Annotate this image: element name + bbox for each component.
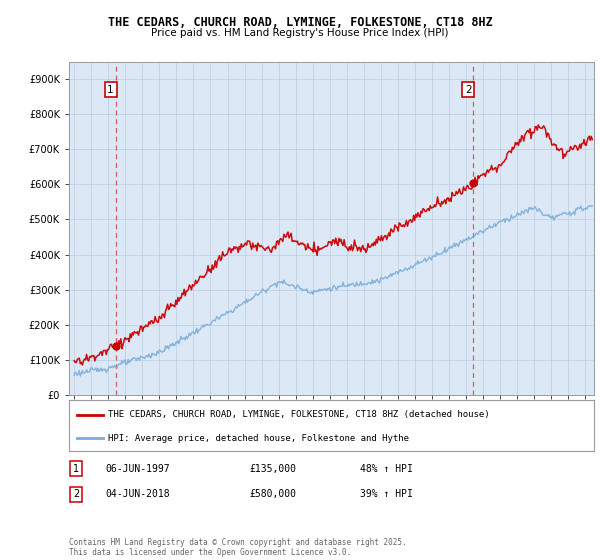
Text: HPI: Average price, detached house, Folkestone and Hythe: HPI: Average price, detached house, Folk… bbox=[109, 433, 409, 443]
Text: 1: 1 bbox=[73, 464, 79, 474]
Text: 1: 1 bbox=[107, 85, 114, 95]
Text: 2: 2 bbox=[465, 85, 472, 95]
Text: Contains HM Land Registry data © Crown copyright and database right 2025.
This d: Contains HM Land Registry data © Crown c… bbox=[69, 538, 407, 557]
Text: 2: 2 bbox=[73, 489, 79, 500]
Text: 48% ↑ HPI: 48% ↑ HPI bbox=[360, 464, 413, 474]
Text: Price paid vs. HM Land Registry's House Price Index (HPI): Price paid vs. HM Land Registry's House … bbox=[151, 28, 449, 38]
Text: THE CEDARS, CHURCH ROAD, LYMINGE, FOLKESTONE, CT18 8HZ (detached house): THE CEDARS, CHURCH ROAD, LYMINGE, FOLKES… bbox=[109, 410, 490, 419]
Text: £135,000: £135,000 bbox=[249, 464, 296, 474]
Text: £580,000: £580,000 bbox=[249, 489, 296, 500]
Text: 04-JUN-2018: 04-JUN-2018 bbox=[105, 489, 170, 500]
Text: 39% ↑ HPI: 39% ↑ HPI bbox=[360, 489, 413, 500]
Text: 06-JUN-1997: 06-JUN-1997 bbox=[105, 464, 170, 474]
Text: THE CEDARS, CHURCH ROAD, LYMINGE, FOLKESTONE, CT18 8HZ: THE CEDARS, CHURCH ROAD, LYMINGE, FOLKES… bbox=[107, 16, 493, 29]
